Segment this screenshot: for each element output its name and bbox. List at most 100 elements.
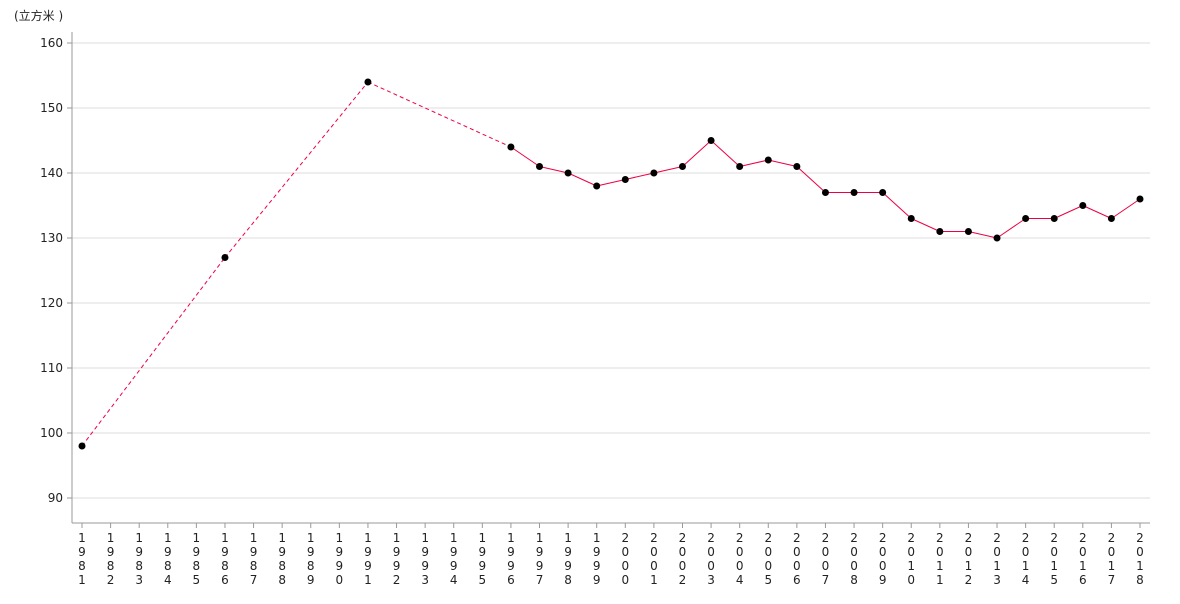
y-axis: 90 100 110 120 130 140 150 160 (40, 32, 73, 523)
line-segment (911, 218, 941, 232)
data-point (593, 182, 601, 190)
y-tick-label: 150 (40, 101, 63, 115)
grid (72, 42, 1150, 499)
y-tick-label: 140 (40, 166, 63, 180)
data-point (1107, 215, 1115, 222)
data-point (793, 163, 801, 170)
unit-label: (立方米 ) (14, 8, 63, 23)
data-point (707, 137, 715, 144)
data-point (221, 254, 229, 261)
data-point (678, 163, 686, 170)
data-point (536, 163, 544, 170)
x-axis: 1 9 8 1 1 9 8 2 1 9 8 3 1 9 8 4 1 9 8 5 1 9 8 6 1 9 8 7 1 9 8 8 1 9 8 9 1 9 9 0… (72, 522, 1150, 587)
line-segment (539, 166, 569, 174)
data-point (850, 189, 858, 196)
data-point (1079, 202, 1087, 209)
data-point (1050, 215, 1058, 222)
line-segment-dashed (81, 257, 226, 447)
line-segment (596, 179, 626, 187)
y-tick-label: 110 (40, 361, 63, 375)
data-point (564, 169, 572, 177)
data-point (879, 189, 887, 196)
line-segment (653, 166, 683, 174)
line-segment (768, 159, 797, 167)
data-point (78, 442, 86, 450)
data-point (1136, 195, 1144, 203)
data-point (364, 78, 372, 86)
line-segment (710, 140, 741, 167)
y-tick-label: 90 (48, 491, 63, 505)
line-segment-dashed (224, 81, 369, 258)
data-point (964, 228, 972, 235)
y-tick-label: 100 (40, 426, 63, 440)
line-segment (567, 172, 597, 187)
y-tick-label: 130 (40, 231, 63, 245)
line-segment-dashed (367, 81, 512, 148)
data-point (621, 176, 629, 183)
data-point (507, 143, 515, 151)
data-point (993, 234, 1001, 242)
line-segment (1082, 205, 1112, 219)
line-segment (1111, 198, 1141, 219)
line-segment (510, 146, 540, 167)
data-point (650, 169, 658, 177)
line-segment (682, 140, 712, 167)
series-points (78, 78, 1144, 450)
line-segment (796, 166, 826, 193)
data-point (907, 215, 915, 222)
line-segment (739, 159, 769, 167)
y-tick-label: 160 (40, 36, 63, 50)
line-segment (1054, 205, 1084, 219)
series-line (81, 81, 1141, 447)
data-point (736, 163, 744, 170)
line-segment (882, 192, 912, 219)
data-point (1022, 215, 1030, 222)
data-point (821, 189, 829, 196)
data-point (936, 228, 944, 235)
line-segment (625, 172, 655, 180)
y-tick-label: 120 (40, 296, 63, 310)
line-segment (968, 231, 998, 239)
data-point (764, 156, 772, 164)
line-segment (996, 218, 1026, 239)
